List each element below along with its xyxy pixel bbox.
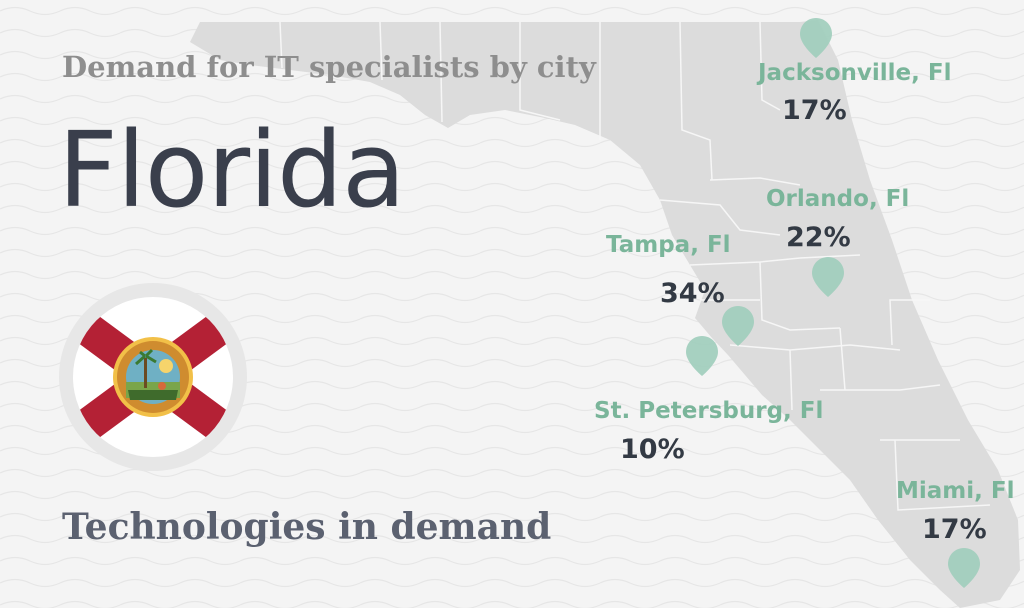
city-label-tampa: Tampa, Fl [606, 232, 731, 258]
location-pin-icon[interactable] [720, 304, 756, 348]
florida-flag-icon [59, 283, 247, 471]
location-pin-icon[interactable] [684, 334, 720, 378]
state-seal-icon [113, 337, 193, 417]
page-subtitle: Demand for IT specialists by city [62, 50, 596, 84]
technologies-section-title: Technologies in demand [62, 506, 552, 548]
city-percent-miami: 17% [922, 514, 987, 545]
city-percent-orlando: 22% [786, 222, 851, 253]
city-label-miami: Miami, Fl [896, 478, 1015, 504]
city-label-orlando: Orlando, Fl [766, 186, 910, 212]
location-pin-icon[interactable] [810, 255, 846, 299]
location-pin-icon[interactable] [798, 16, 834, 60]
city-percent-st-petersburg: 10% [620, 434, 685, 465]
city-percent-tampa: 34% [660, 278, 725, 309]
city-label-st-petersburg: St. Petersburg, Fl [594, 398, 824, 424]
page-title: Florida [58, 109, 406, 231]
city-percent-jacksonville: 17% [782, 95, 847, 126]
location-pin-icon[interactable] [946, 546, 982, 590]
county-lines [279, 21, 991, 511]
florida-state-shape [190, 20, 1020, 608]
city-label-jacksonville: Jacksonville, Fl [758, 60, 952, 86]
